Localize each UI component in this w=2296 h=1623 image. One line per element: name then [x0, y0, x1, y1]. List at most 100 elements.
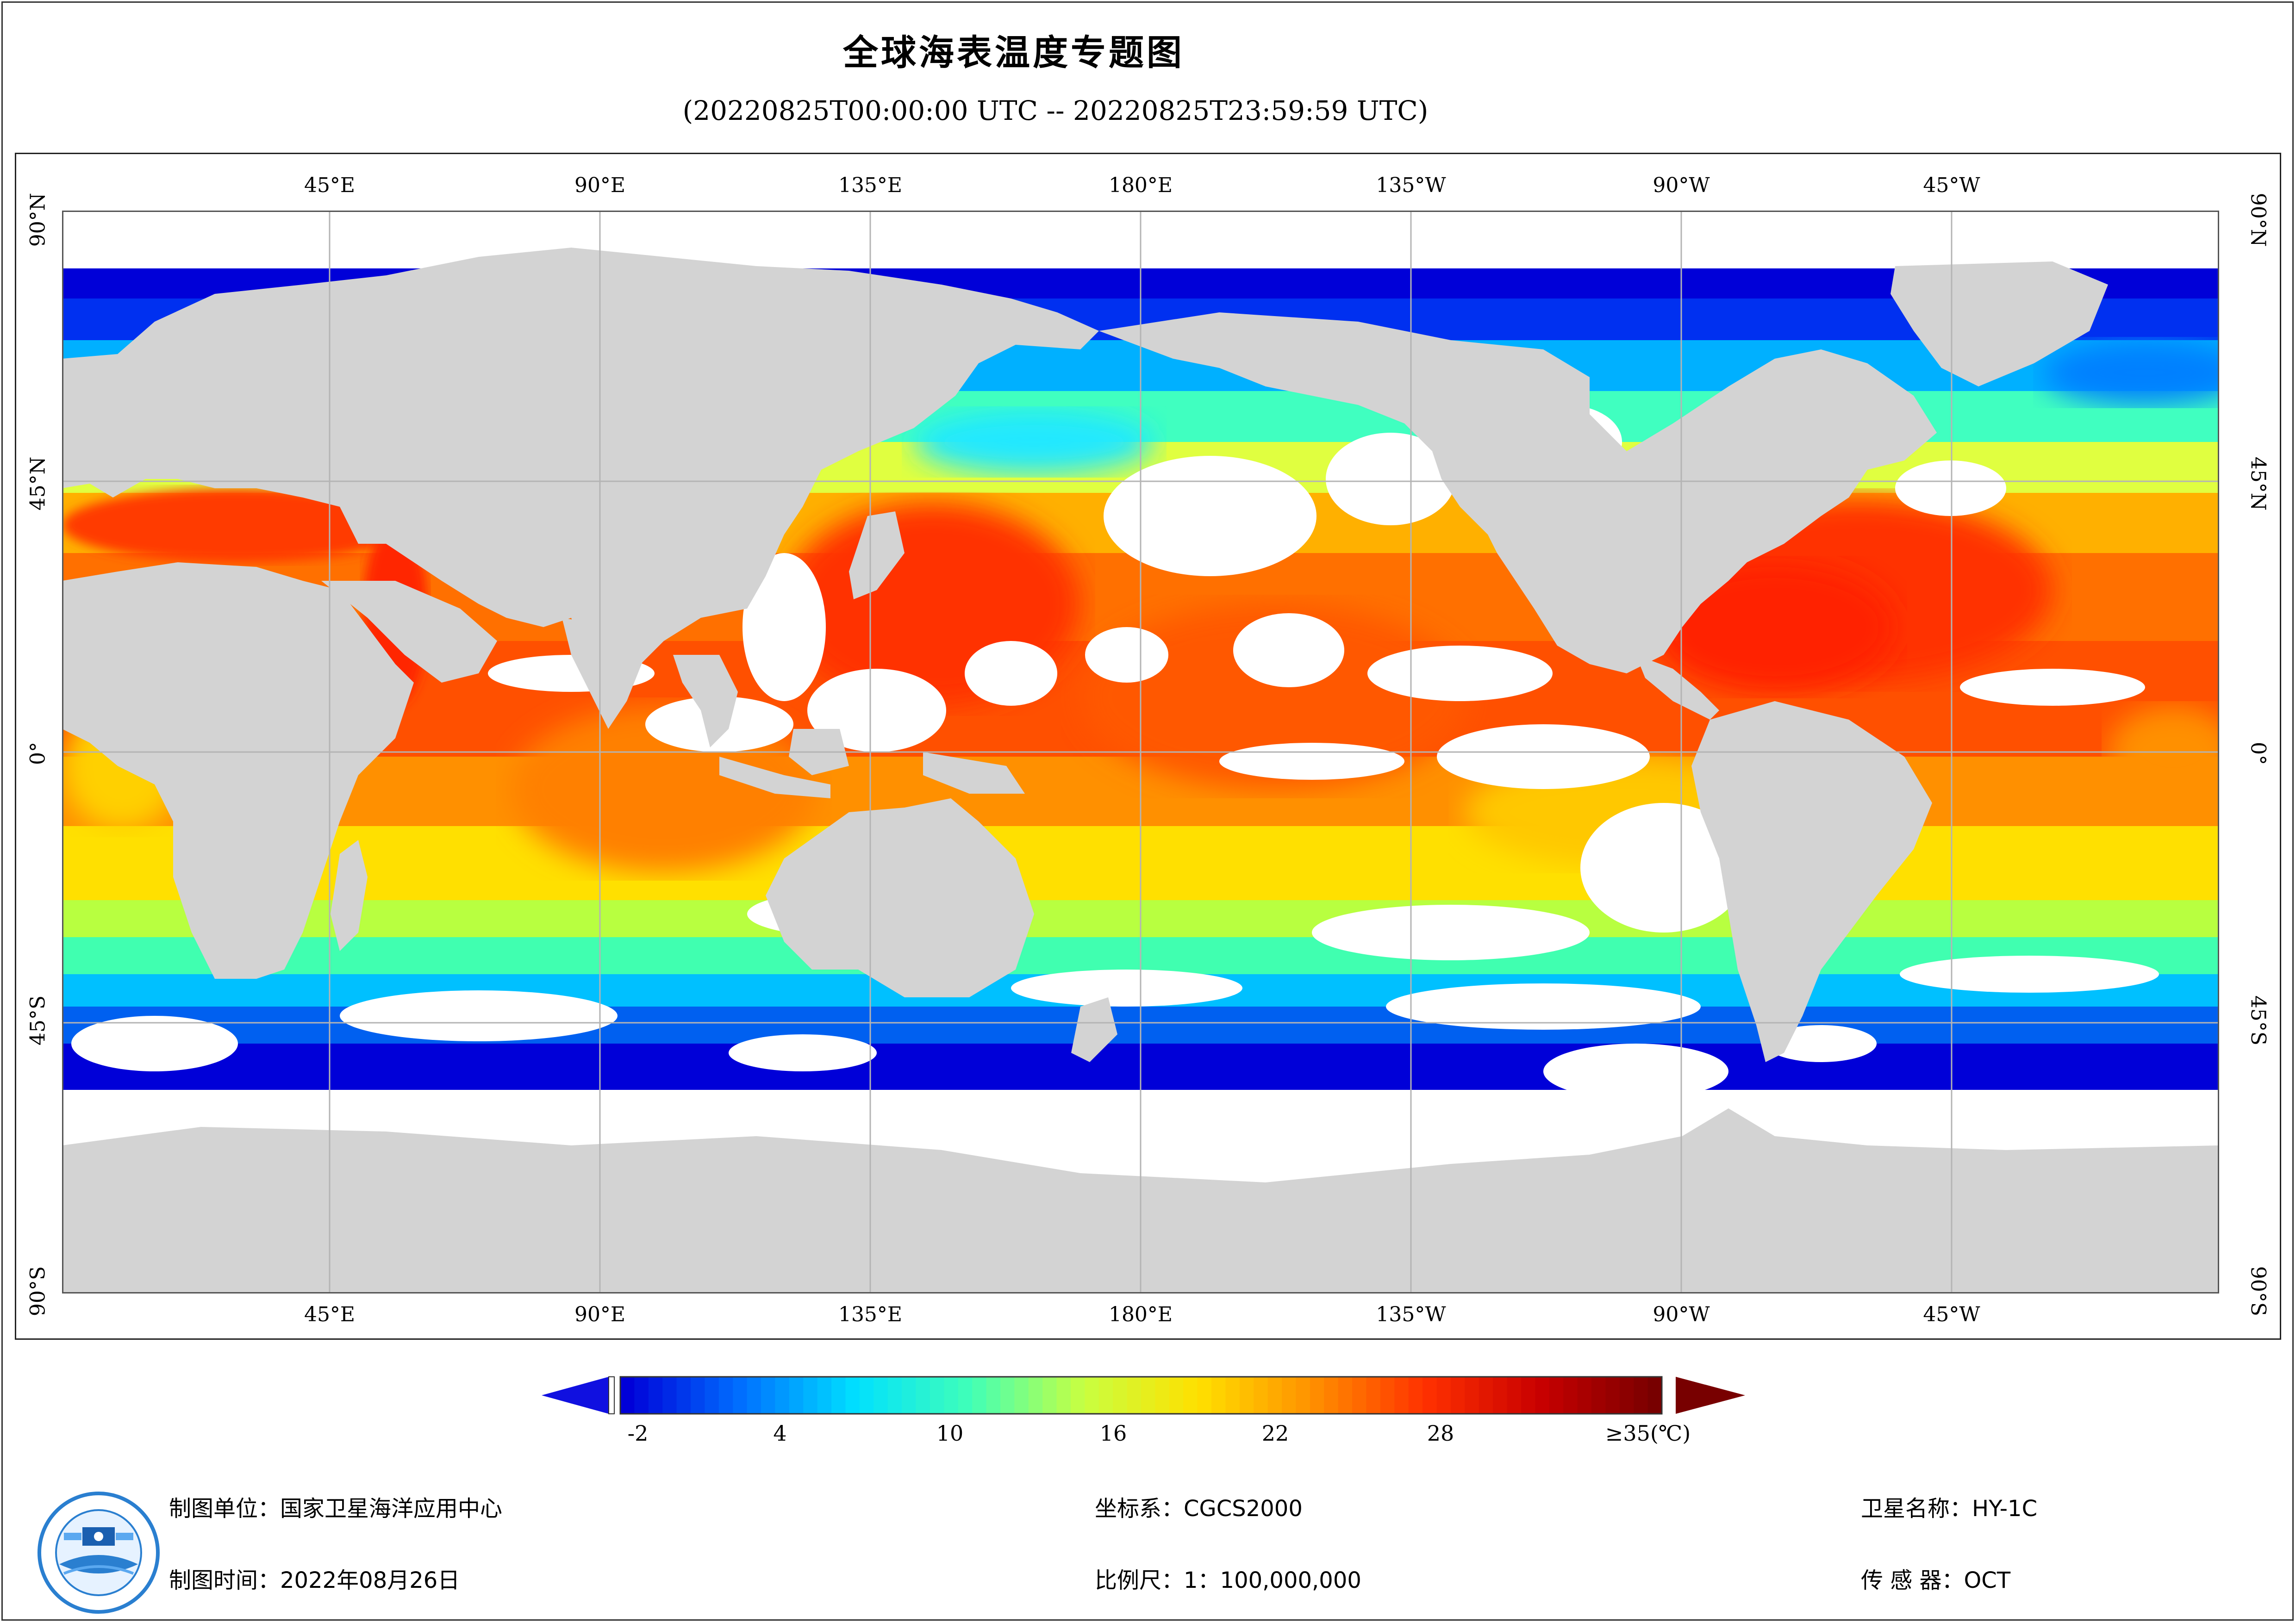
- footer-satellite: 卫星名称：HY-1C: [1861, 1496, 2038, 1522]
- legend-cell: [747, 1377, 761, 1414]
- legend-cell: [1577, 1377, 1592, 1414]
- legend-cell: [873, 1377, 888, 1414]
- legend-cell: [789, 1377, 804, 1414]
- map-title: 全球海表温度专题图: [843, 32, 1185, 73]
- legend-cell: [887, 1377, 902, 1414]
- legend-cell: [691, 1377, 705, 1414]
- legend-cell: [1070, 1377, 1085, 1414]
- legend-cell: [1014, 1377, 1029, 1414]
- legend-cell: [1310, 1377, 1324, 1414]
- footer-map-unit: 制图单位：国家卫星海洋应用中心: [169, 1496, 503, 1522]
- legend-cell: [733, 1377, 748, 1414]
- lon-label-bottom-45w: 45°W: [1923, 1303, 1980, 1326]
- legend-under-arrow: [542, 1377, 609, 1414]
- legend-cell: [1465, 1377, 1479, 1414]
- legend-cell: [1563, 1377, 1578, 1414]
- legend-tick-22: 22: [1261, 1421, 1289, 1446]
- legend-cell: [1352, 1377, 1367, 1414]
- footer-scale: 比例尺：1：100,000,000: [1095, 1567, 1361, 1593]
- eurasia-land: [62, 248, 1099, 678]
- lat-label-left-45s: 45°S: [26, 995, 50, 1046]
- footer-crs: 坐标系：CGCS2000: [1095, 1496, 1303, 1522]
- lat-label-right-0: 0°: [2246, 742, 2270, 765]
- legend-cell: [1591, 1377, 1606, 1414]
- legend-cell: [1436, 1377, 1451, 1414]
- legend-cell: [1493, 1377, 1508, 1414]
- legend-cell: [1338, 1377, 1353, 1414]
- legend-cell: [775, 1377, 790, 1414]
- legend-cell: [1324, 1377, 1339, 1414]
- legend-cell: [662, 1377, 677, 1414]
- legend-cell: [1605, 1377, 1620, 1414]
- legend-cell: [1479, 1377, 1493, 1414]
- legend-cell: [944, 1377, 959, 1414]
- lon-label-bottom-90w: 90°W: [1653, 1303, 1710, 1326]
- legend-cell: [1634, 1377, 1648, 1414]
- lon-label-bottom-135w: 135°W: [1376, 1303, 1446, 1326]
- legend-cell: [1507, 1377, 1522, 1414]
- legend-cell: [620, 1377, 635, 1414]
- legend-cell: [1141, 1377, 1156, 1414]
- legend-cell: [648, 1377, 663, 1414]
- lon-label-top-90w: 90°W: [1653, 174, 1710, 197]
- legend-cell: [761, 1377, 776, 1414]
- indonesia-land: [719, 757, 830, 798]
- legend-tick-minus2: -2: [627, 1421, 649, 1446]
- lon-label-top-45e: 45°E: [304, 174, 356, 197]
- footer-map-date: 制图时间：2022年08月26日: [169, 1567, 460, 1593]
- lon-label-top-45w: 45°W: [1923, 174, 1980, 197]
- lat-label-left-45n: 45°N: [26, 456, 50, 511]
- legend-cell: [1000, 1377, 1015, 1414]
- lat-label-right-45s: 45°S: [2246, 995, 2270, 1046]
- sst-map: [62, 211, 2219, 1293]
- legend-cell: [916, 1377, 930, 1414]
- legend-cell: [1028, 1377, 1043, 1414]
- legend-cell: [634, 1377, 649, 1414]
- lon-label-top-135w: 135°W: [1376, 174, 1446, 197]
- legend-cell: [1127, 1377, 1142, 1414]
- legend-cell: [1155, 1377, 1170, 1414]
- legend-cell: [1183, 1377, 1198, 1414]
- land: [62, 248, 2219, 1293]
- lat-label-left-0: 0°: [26, 742, 50, 765]
- lat-label-right-90n: 90°N: [2246, 193, 2270, 247]
- map-time-range: (20220825T00:00:00 UTC -- 20220825T23:59…: [682, 95, 1429, 126]
- legend-over-arrow: [1676, 1377, 1745, 1414]
- lon-label-top-90e: 90°E: [574, 174, 626, 197]
- legend-cell: [902, 1377, 917, 1414]
- lat-label-left-90s: 90°S: [26, 1266, 50, 1317]
- legend-cell: [1521, 1377, 1535, 1414]
- legend-cell: [1085, 1377, 1099, 1414]
- legend-cell: [1647, 1377, 1662, 1414]
- legend-cell: [1197, 1377, 1212, 1414]
- legend-cell: [1042, 1377, 1057, 1414]
- legend-cell: [1282, 1377, 1297, 1414]
- legend-cell: [1549, 1377, 1564, 1414]
- lon-label-bottom-90e: 90°E: [574, 1303, 626, 1326]
- legend-cell: [859, 1377, 874, 1414]
- legend-cell: [831, 1377, 846, 1414]
- lon-label-bottom-180e: 180°E: [1108, 1303, 1173, 1326]
- nsoas-logo: [37, 1492, 160, 1614]
- legend-cell: [1169, 1377, 1184, 1414]
- legend-cell: [1225, 1377, 1240, 1414]
- legend-tick-35-above: ≥35(℃): [1605, 1421, 1691, 1446]
- lat-label-left-90n: 90°N: [26, 193, 50, 247]
- legend-tick-16: 16: [1099, 1421, 1127, 1446]
- legend-cell: [1211, 1377, 1226, 1414]
- legend-cell: [845, 1377, 860, 1414]
- legend-tick-4: 4: [773, 1421, 787, 1446]
- color-legend: [542, 1376, 1745, 1415]
- legend-cell: [986, 1377, 1001, 1414]
- legend-ramp-border: [619, 1376, 1663, 1415]
- lon-label-bottom-135e: 135°E: [838, 1303, 903, 1326]
- legend-cell: [1408, 1377, 1423, 1414]
- legend-gap-left: [608, 1376, 615, 1414]
- legend-cell: [1423, 1377, 1437, 1414]
- legend-cell: [1619, 1377, 1634, 1414]
- lat-label-right-45n: 45°N: [2246, 456, 2270, 511]
- legend-cell: [1239, 1377, 1254, 1414]
- lon-label-bottom-45e: 45°E: [304, 1303, 356, 1326]
- legend-cell: [1535, 1377, 1550, 1414]
